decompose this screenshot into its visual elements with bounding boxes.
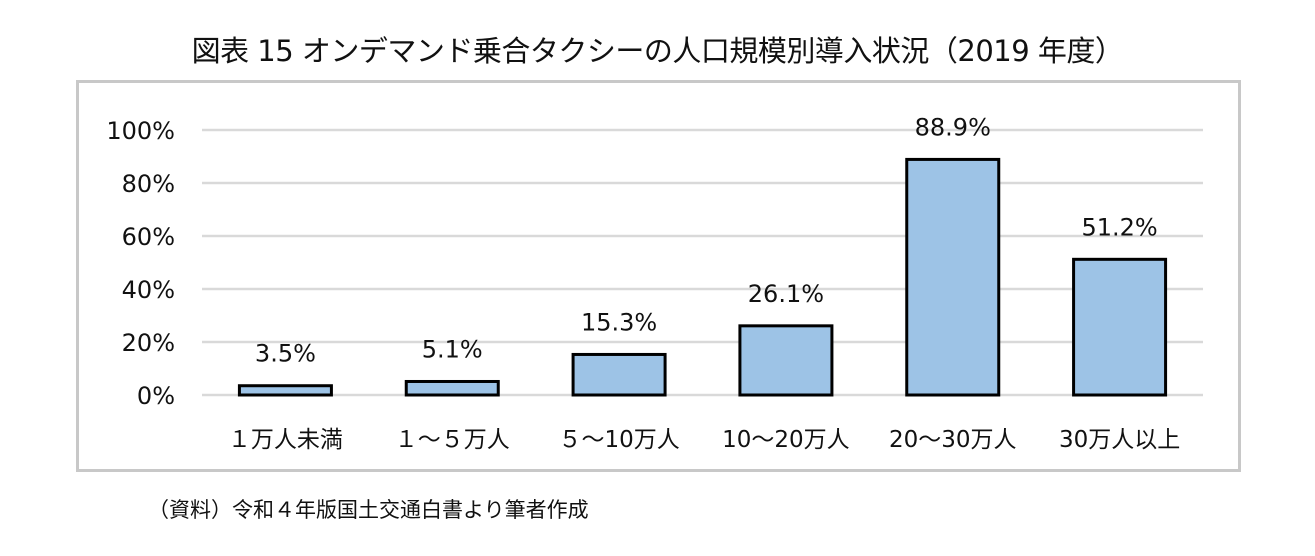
bar	[905, 157, 1001, 397]
x-tick-label: １～５万人	[395, 427, 510, 453]
y-tick-label: 80%	[122, 170, 175, 198]
y-tick-label: 0%	[137, 382, 175, 410]
x-tick-label: 20～30万人	[889, 427, 1017, 453]
chart-frame	[76, 80, 1241, 472]
data-label: 15.3%	[581, 308, 657, 336]
bar	[404, 379, 500, 397]
y-tick-label: 60%	[122, 223, 175, 251]
y-tick-label: 20%	[122, 329, 175, 357]
y-tick-label: 40%	[122, 276, 175, 304]
data-label: 88.9%	[915, 113, 991, 141]
chart-title: 図表 15 オンデマンド乗合タクシーの人口規模別導入状況（2019 年度）	[191, 34, 1124, 68]
x-tick-label: 30万人以上	[1059, 427, 1180, 453]
x-tick-label: １万人未満	[228, 427, 343, 453]
bar	[237, 384, 333, 397]
bar	[1072, 257, 1168, 397]
data-label: 26.1%	[748, 280, 824, 308]
x-tick-label: 10～20万人	[722, 427, 850, 453]
data-label: 51.2%	[1081, 213, 1157, 241]
x-tick-label: ５～10万人	[558, 427, 679, 453]
data-label: 3.5%	[255, 340, 316, 368]
source-note: （資料）令和４年版国土交通白書より筆者作成	[148, 498, 589, 522]
bar	[738, 324, 834, 397]
y-tick-label: 100%	[106, 117, 175, 145]
bar	[571, 352, 667, 397]
data-label: 5.1%	[422, 335, 483, 363]
